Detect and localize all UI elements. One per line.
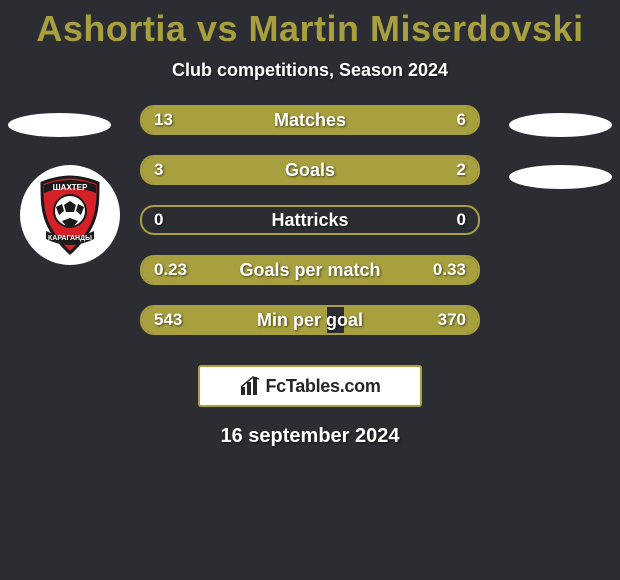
placeholder-oval-right-1 [509,113,612,137]
shield-icon: ШАХТЕР КАРАГАНДЫ [26,171,114,259]
stat-label: Matches [142,107,478,133]
brand-label: FcTables.com [265,376,380,397]
page-subtitle: Club competitions, Season 2024 [0,60,620,81]
placeholder-oval-left [8,113,111,137]
stat-label: Hattricks [142,207,478,233]
stat-bar: 3Goals2 [140,155,480,185]
stat-value-right: 0 [457,207,466,233]
stats-section: ШАХТЕР КАРАГАНДЫ 13Matches63Goals20Hattr… [0,117,620,357]
stat-value-right: 370 [438,307,466,333]
stat-bars: 13Matches6 3Goals2 0Hattricks0 0.23Goals pe… [140,105,480,355]
stat-label: Min per goal [142,307,478,333]
date-label: 16 september 2024 [0,425,620,448]
page-title: Ashortia vs Martin Miserdovski [0,0,620,50]
stat-label: Goals per match [142,257,478,283]
brand-box[interactable]: FcTables.com [198,365,422,407]
club-badge-left: ШАХТЕР КАРАГАНДЫ [20,165,120,265]
placeholder-oval-right-2 [509,165,612,189]
stat-value-right: 6 [457,107,466,133]
badge-top-text: ШАХТЕР [53,183,88,192]
comparison-card: Ashortia vs Martin Miserdovski Club comp… [0,0,620,580]
bar-chart-icon [239,375,261,397]
stat-bar: 0.23Goals per match0.33 [140,255,480,285]
stat-bar: 543Min per goal370 [140,305,480,335]
stat-bar: 0Hattricks0 [140,205,480,235]
stat-bar: 13Matches6 [140,105,480,135]
stat-label: Goals [142,157,478,183]
badge-bottom-text: КАРАГАНДЫ [48,235,92,242]
stat-value-right: 2 [457,157,466,183]
stat-value-right: 0.33 [433,257,466,283]
